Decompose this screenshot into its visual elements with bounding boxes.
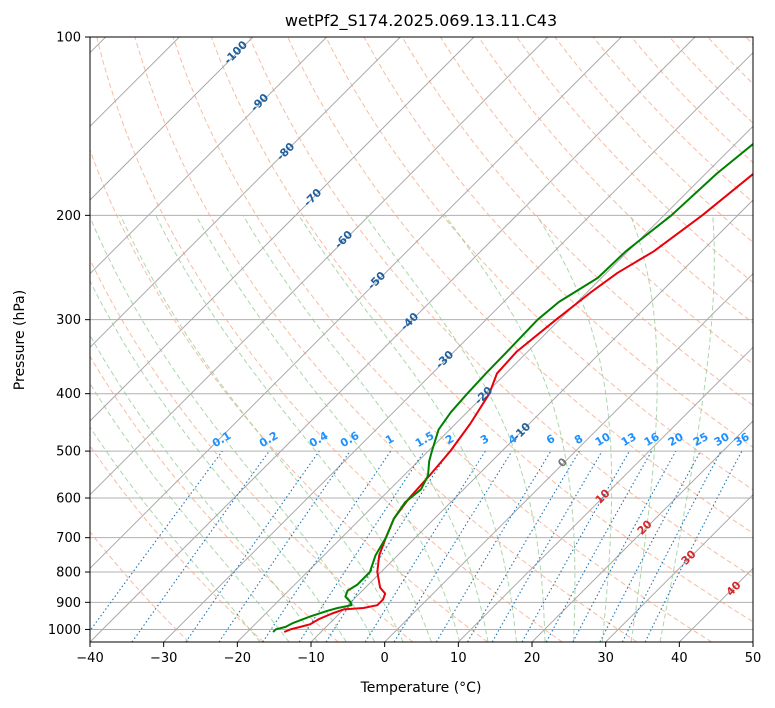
y-tick-label: 300 bbox=[56, 313, 81, 328]
dry-adiabat bbox=[478, 37, 753, 324]
mixing-ratio-line bbox=[325, 450, 450, 642]
isotherm bbox=[605, 493, 753, 642]
isotherm bbox=[310, 199, 753, 642]
x-axis: −40 −30 −20 −10 0 10 20 30 40 50 bbox=[76, 642, 761, 666]
y-axis-label: Pressure (hPa) bbox=[12, 290, 28, 390]
moist-adiabats bbox=[90, 215, 715, 642]
moist-adiabat bbox=[90, 426, 261, 642]
moist-adiabat bbox=[630, 215, 658, 642]
x-tick-label: 50 bbox=[745, 651, 762, 666]
isotherm bbox=[90, 37, 622, 570]
moist-adiabat bbox=[90, 334, 319, 642]
mixing-ratio-line bbox=[364, 450, 486, 642]
y-tick-label: 1000 bbox=[48, 623, 81, 638]
isotherm bbox=[90, 37, 475, 422]
x-tick-label: −40 bbox=[76, 651, 103, 666]
x-axis-label: Temperature (°C) bbox=[360, 680, 482, 696]
mixing-ratio-lines bbox=[90, 450, 743, 642]
y-tick-label: 100 bbox=[56, 31, 81, 46]
x-tick-label: 20 bbox=[524, 651, 541, 666]
dry-adiabat bbox=[592, 37, 753, 204]
y-tick-label: 900 bbox=[56, 596, 81, 611]
mixing-ratio-line bbox=[131, 450, 270, 642]
dry-adiabat bbox=[401, 37, 753, 406]
mixing-ratio-line bbox=[521, 450, 630, 642]
moist-adiabat bbox=[444, 215, 576, 642]
isotherm bbox=[90, 37, 696, 642]
plot-frame bbox=[89, 36, 754, 643]
dry-adiabat bbox=[210, 37, 753, 623]
mixing-ratio-line bbox=[90, 450, 223, 632]
dry-adiabat bbox=[363, 37, 753, 448]
isotherm bbox=[90, 37, 549, 496]
dry-adiabats bbox=[90, 37, 753, 642]
dry-adiabat bbox=[516, 37, 753, 284]
mixing-ratio-line bbox=[218, 450, 351, 642]
dry-adiabat bbox=[96, 37, 563, 642]
isotherm bbox=[90, 37, 254, 201]
x-tick-label: −20 bbox=[224, 651, 251, 666]
isotherms bbox=[90, 37, 753, 642]
y-tick-label: 700 bbox=[56, 531, 81, 546]
moist-adiabat bbox=[120, 215, 404, 642]
isotherm bbox=[457, 346, 753, 642]
mixing-ratio-line bbox=[185, 450, 320, 642]
y-axis: 1000 900 800 700 600 500 400 300 200 100 bbox=[48, 31, 90, 638]
sounding-profiles bbox=[272, 142, 753, 633]
isotherm bbox=[236, 125, 753, 642]
moist-adiabat bbox=[155, 215, 432, 642]
mixing-ratio-line bbox=[491, 450, 603, 642]
moist-adiabat bbox=[364, 215, 546, 642]
x-tick-label: −10 bbox=[297, 651, 324, 666]
x-tick-label: 30 bbox=[597, 651, 614, 666]
moist-adiabat bbox=[659, 215, 715, 642]
mixing-ratio-line bbox=[435, 450, 552, 642]
moist-adiabat bbox=[195, 215, 461, 642]
dry-adiabat bbox=[90, 355, 339, 642]
y-tick-label: 600 bbox=[56, 492, 81, 507]
y-tick-label: 500 bbox=[56, 445, 81, 460]
x-tick-label: −30 bbox=[150, 651, 177, 666]
dry-adiabat bbox=[134, 37, 638, 642]
chart-title: wetPf2_S174.2025.069.13.11.C43 bbox=[285, 11, 557, 31]
mixing-ratio-line bbox=[545, 450, 653, 642]
isotherm bbox=[90, 37, 328, 275]
dry-adiabat bbox=[287, 37, 753, 534]
y-tick-label: 400 bbox=[56, 387, 81, 402]
isotherm bbox=[384, 272, 753, 642]
x-tick-label: 10 bbox=[450, 651, 467, 666]
moist-adiabat bbox=[90, 279, 347, 642]
dry-adiabat bbox=[90, 530, 190, 642]
dry-adiabat bbox=[325, 37, 753, 491]
moist-adiabat bbox=[90, 382, 290, 642]
mixing-ratio-line bbox=[572, 450, 677, 642]
isotherm bbox=[90, 37, 401, 349]
moist-adiabat bbox=[242, 215, 489, 642]
pressure-gridlines bbox=[90, 37, 753, 630]
x-tick-label: 40 bbox=[671, 651, 688, 666]
y-tick-label: 800 bbox=[56, 566, 81, 581]
moist-adiabat bbox=[298, 215, 517, 642]
dry-adiabat bbox=[172, 37, 712, 642]
moist-adiabat bbox=[536, 215, 613, 642]
y-tick-label: 200 bbox=[56, 209, 81, 224]
dewpoint-profile bbox=[272, 142, 753, 633]
dry-adiabat bbox=[90, 258, 414, 642]
dry-adiabat bbox=[90, 148, 488, 642]
mixing-ratio-line bbox=[393, 450, 513, 642]
x-tick-label: 0 bbox=[381, 651, 389, 666]
mixing-ratio-line bbox=[467, 450, 580, 642]
plot-area: -100-90-80-70-60-50-40-30-20-100.1 0.2 0.4… bbox=[90, 37, 753, 642]
isotherm bbox=[531, 420, 753, 642]
isotherm bbox=[163, 51, 753, 642]
